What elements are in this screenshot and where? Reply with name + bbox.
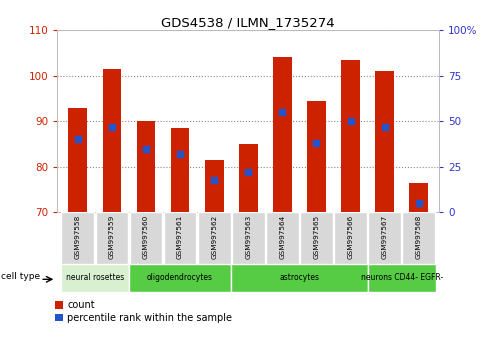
- Bar: [239, 144, 257, 212]
- Bar: [334, 212, 367, 264]
- Text: GSM997568: GSM997568: [416, 215, 422, 259]
- Text: GSM997566: GSM997566: [347, 215, 353, 259]
- Bar: [205, 160, 224, 212]
- Text: GSM997559: GSM997559: [109, 215, 115, 259]
- Text: astrocytes: astrocytes: [279, 273, 319, 282]
- Point: [278, 109, 286, 115]
- Bar: [103, 69, 121, 212]
- Bar: [307, 101, 326, 212]
- Text: GSM997560: GSM997560: [143, 215, 149, 259]
- Bar: [300, 212, 333, 264]
- Legend: count, percentile rank within the sample: count, percentile rank within the sample: [55, 301, 233, 323]
- Bar: [171, 128, 190, 212]
- Text: GSM997565: GSM997565: [313, 215, 319, 259]
- Bar: [368, 212, 401, 264]
- Point: [312, 140, 320, 146]
- Bar: [68, 108, 87, 212]
- Point: [108, 124, 116, 130]
- Point: [176, 151, 184, 157]
- Bar: [61, 212, 94, 264]
- Text: neural rosettes: neural rosettes: [66, 273, 124, 282]
- Bar: [375, 71, 394, 212]
- Bar: [232, 212, 264, 264]
- Point: [142, 146, 150, 152]
- Text: GSM997561: GSM997561: [177, 215, 183, 259]
- Bar: [266, 212, 299, 264]
- Text: GSM997567: GSM997567: [382, 215, 388, 259]
- Bar: [96, 212, 128, 264]
- Text: neurons CD44- EGFR-: neurons CD44- EGFR-: [360, 273, 443, 282]
- Title: GDS4538 / ILMN_1735274: GDS4538 / ILMN_1735274: [162, 16, 335, 29]
- Point: [74, 137, 82, 142]
- Bar: [409, 183, 428, 212]
- Bar: [273, 57, 292, 212]
- Bar: [164, 212, 197, 264]
- Bar: [130, 212, 162, 264]
- Text: oligodendrocytes: oligodendrocytes: [147, 273, 213, 282]
- Point: [244, 170, 252, 175]
- Point: [346, 118, 354, 124]
- Bar: [198, 212, 231, 264]
- Text: GSM997564: GSM997564: [279, 215, 285, 259]
- Bar: [61, 264, 129, 292]
- Point: [381, 124, 389, 130]
- Bar: [402, 212, 435, 264]
- Bar: [341, 60, 360, 212]
- Bar: [231, 264, 368, 292]
- Bar: [137, 121, 155, 212]
- Text: GSM997563: GSM997563: [245, 215, 251, 259]
- Point: [415, 200, 423, 206]
- Bar: [129, 264, 231, 292]
- Text: GSM997558: GSM997558: [75, 215, 81, 259]
- Text: GSM997562: GSM997562: [211, 215, 217, 259]
- Bar: [368, 264, 436, 292]
- Text: cell type: cell type: [1, 272, 40, 281]
- Point: [210, 177, 218, 182]
